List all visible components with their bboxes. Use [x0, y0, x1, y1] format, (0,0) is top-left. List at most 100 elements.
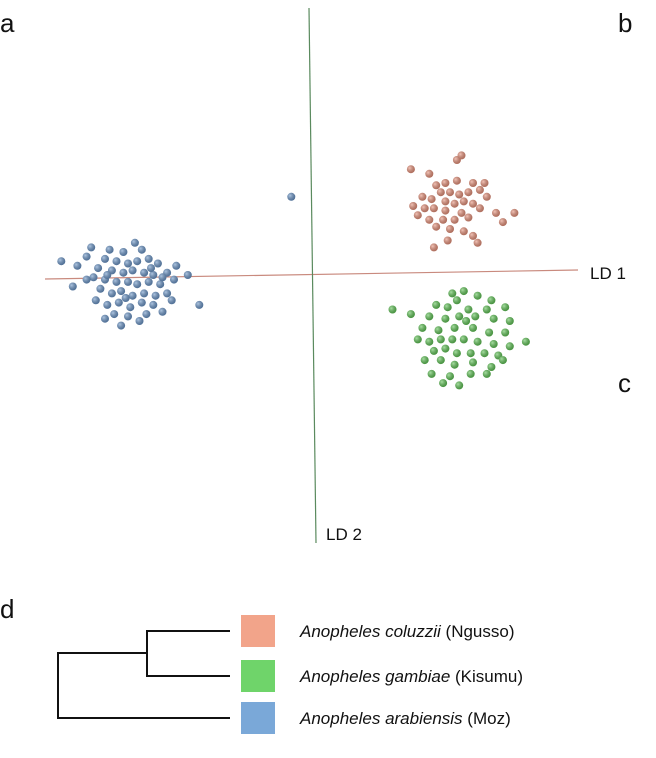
scatter-point-shade-series2-58	[158, 273, 167, 282]
scatter-point-shade-series2-41	[110, 310, 119, 319]
scatter-point-shade-series1-51	[462, 317, 471, 325]
scatter-point-shade-series0-31	[492, 208, 500, 217]
legend-strain-2: (Moz)	[463, 709, 511, 728]
scatter-point-shade-series2-23	[144, 277, 153, 286]
scatter-point-shade-series1-8	[482, 305, 491, 314]
scatter-point-shade-series2-50	[117, 321, 126, 330]
scatter-point-shade-series1-46	[482, 369, 491, 378]
scatter-point-shade-series1-32	[441, 344, 450, 353]
scatter-point-shade-series1-31	[429, 346, 438, 355]
scatter-point-shade-series0-12	[441, 197, 450, 206]
scatter-point-shade-series1-0	[448, 289, 457, 298]
scatter-point-shade-series1-5	[432, 300, 441, 309]
scatter-point-shade-series2-7	[133, 257, 142, 266]
scatter-point-shade-series1-24	[425, 337, 434, 346]
scatter-point-shade-series0-7	[455, 190, 464, 199]
scatter-point-shade-series0-6	[446, 188, 454, 197]
scatter-point-shade-series1-29	[489, 340, 498, 348]
scatter-point-shade-series1-50	[505, 342, 514, 351]
scatter-point-shade-series1-1	[459, 287, 468, 296]
scatter-point-shade-series1-44	[446, 372, 454, 381]
scatter-point-shade-series2-38	[126, 303, 135, 312]
scatter-point-shade-series2-9	[153, 259, 162, 268]
scatter-point-shade-series2-2	[119, 248, 128, 256]
scatter-point-shade-series0-41	[429, 243, 438, 252]
scatter-point-shade-series1-4	[487, 296, 496, 305]
scatter-point-shade-series1-21	[485, 328, 494, 337]
scatter-point-shade-series0-4	[480, 179, 489, 187]
legend-label-2: Anopheles arabiensis (Moz)	[299, 709, 511, 728]
scatter-point-shade-series1-2	[452, 296, 461, 305]
scatter-point-shade-series0-0	[432, 181, 441, 190]
panel-label-d: d	[0, 594, 14, 624]
scatter-point-shade-series2-59	[82, 275, 91, 284]
scatter-point-shade-series1-18	[434, 326, 443, 335]
scatter-point-shade-series2-52	[135, 317, 144, 325]
scatter-point-shade-series0-1	[441, 179, 450, 187]
scatter-point-shade-series0-29	[459, 227, 468, 236]
scatter-point-shade-series2-45	[57, 257, 66, 266]
panel-label-a: a	[0, 8, 15, 38]
scatter-point-shade-series2-53	[195, 300, 204, 309]
scatter-point-shade-series2-0	[87, 243, 96, 252]
scatter-point-shade-series2-1	[105, 245, 114, 254]
scatter-point-shade-series2-13	[128, 266, 137, 275]
scatter-point-shade-series1-19	[450, 323, 459, 332]
scatter-point-shade-series1-3	[473, 291, 482, 300]
scatter-point-shade-series2-24	[156, 280, 165, 289]
scatter-point-shade-series0-5	[436, 188, 445, 197]
scatter-point-shade-series0-15	[469, 199, 477, 208]
legend-swatch-2	[241, 702, 275, 734]
scatter-point-shade-series0-2	[452, 176, 461, 185]
ld2-axis-label: LD 2	[326, 525, 362, 544]
scatter-point-shade-series1-40	[469, 358, 477, 367]
legend-swatch-1	[241, 660, 275, 692]
dendrogram	[57, 630, 230, 719]
scatter-point-shade-series2-37	[114, 298, 123, 307]
ld1-axis-label: LD 1	[590, 264, 626, 283]
legend-species-0: Anopheles coluzzii	[299, 622, 442, 641]
scatter-point-shade-series2-21	[124, 277, 132, 286]
scatter-point-shade-series1-17	[418, 323, 427, 332]
scatter-point-shade-series2-35	[91, 296, 100, 305]
scatter-point-shade-series1-20	[469, 323, 477, 332]
scatter-point-shade-series0-17	[420, 204, 429, 213]
scatter-point-shade-series1-16	[505, 317, 514, 325]
lda-scatter-plot: LD 1 LD 2	[44, 7, 626, 544]
scatter-point-shade-series1-48	[439, 379, 448, 388]
scatter-point-shade-series1-6	[443, 303, 452, 312]
scatter-point-shade-series0-22	[413, 211, 422, 220]
scatter-point-shade-series0-35	[425, 169, 434, 178]
scatter-point-shade-series0-19	[441, 206, 450, 215]
scatter-point-shade-series0-20	[457, 208, 466, 217]
scatter-point-shade-series0-28	[446, 225, 454, 233]
scatter-point-shade-series0-37	[406, 165, 415, 174]
scatter-point-shade-series1-28	[473, 337, 482, 346]
scatter-point-shade-series2-46	[82, 252, 91, 261]
scatter-point-shade-series1-12	[441, 314, 450, 323]
scatter-point-shade-series2-28	[96, 284, 105, 293]
scatter-point-shade-series1-43	[427, 369, 436, 378]
scatter-point-shade-series2-26	[183, 271, 192, 279]
scatter-points	[57, 151, 530, 390]
scatter-point-shade-series2-20	[112, 277, 121, 286]
scatter-point-shade-series1-23	[413, 335, 422, 344]
ld2-axis-line	[308, 7, 317, 544]
scatter-point-shade-series1-26	[448, 335, 457, 344]
scatter-point-shade-series2-3	[137, 245, 146, 254]
scatter-point-shade-series2-48	[172, 261, 181, 270]
scatter-point-shade-series2-4	[101, 254, 109, 263]
species-legend: Anopheles coluzzii (Ngusso) Anopheles gam…	[241, 615, 523, 734]
scatter-point-shade-series0-23	[425, 215, 434, 224]
scatter-point-shade-series1-38	[436, 356, 445, 365]
scatter-point-shade-series1-34	[466, 349, 475, 358]
scatter-point-shade-series1-13	[455, 312, 464, 321]
scatter-point-shade-series2-22	[133, 280, 142, 289]
scatter-point-shade-series0-13	[450, 199, 459, 208]
scatter-point-shade-series1-35	[480, 349, 489, 358]
scatter-point-shade-series2-12	[119, 268, 128, 277]
scatter-point-shade-series0-18	[429, 204, 438, 213]
scatter-point-shade-series2-55	[103, 271, 112, 279]
scatter-point-shade-series2-17	[73, 261, 82, 270]
scatter-point-shade-series0-33	[443, 236, 452, 245]
